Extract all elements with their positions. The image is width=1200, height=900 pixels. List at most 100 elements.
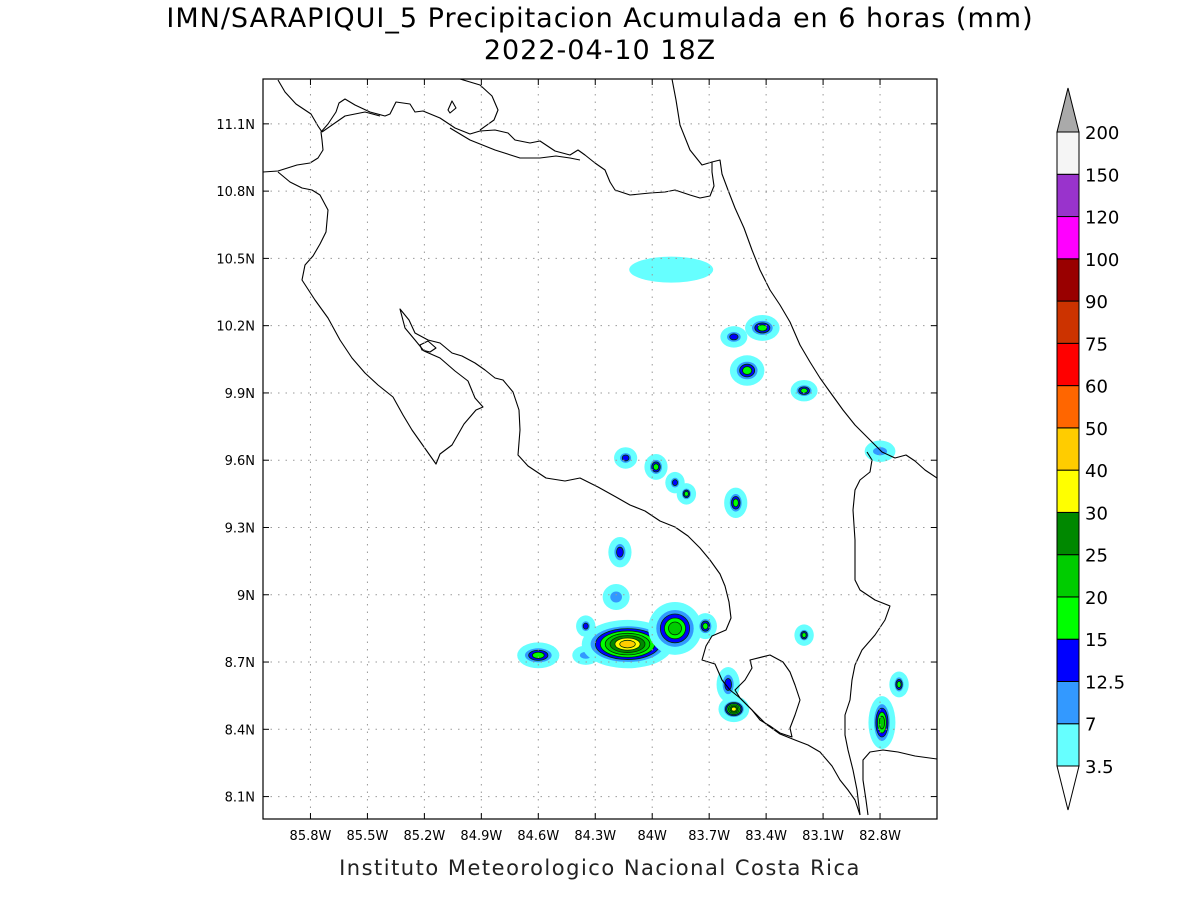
- lat-tick-label: 8.1N: [225, 791, 255, 806]
- colorbar-segment: [1056, 596, 1080, 640]
- colorbar-label: 7: [1085, 715, 1096, 736]
- lon-tick-label: 83.4W: [745, 829, 787, 844]
- colorbar-segment: [1056, 131, 1080, 175]
- precip-contour: [582, 622, 589, 630]
- colorbar-segment: [1056, 680, 1080, 725]
- precip-cell: [693, 613, 717, 640]
- precip-contour: [724, 678, 732, 691]
- lon-tick-label: 82.8W: [859, 829, 901, 844]
- caribbean-inlet: [671, 79, 713, 166]
- nicoya-coastline: [263, 98, 729, 199]
- precip-contour: [621, 454, 630, 462]
- precip-contour: [610, 591, 622, 603]
- map-axes: 85.8W 85.5W 85.2W 84.9W 84.6W 84.3W 84W 83.7W 83…: [216, 79, 937, 844]
- colorbar-label: 40: [1085, 461, 1108, 482]
- colorbar-label: 50: [1085, 419, 1108, 440]
- precip-cell: [794, 624, 814, 646]
- colorbar-segment: [1056, 173, 1080, 218]
- colorbar-segment: [1056, 216, 1080, 260]
- colorbar-label: 60: [1085, 377, 1108, 398]
- lon-tick-label: 83.7W: [688, 829, 730, 844]
- colorbar-segment: [1056, 258, 1080, 302]
- colorbar-segment: [1056, 511, 1080, 556]
- precip-contour: [668, 621, 682, 636]
- precip-cell: [644, 453, 668, 480]
- colorbar-top-arrow: [1056, 87, 1080, 133]
- lon-tick-label: 83.1W: [802, 829, 844, 844]
- map-frame: [262, 78, 938, 820]
- precip-cell: [581, 619, 674, 669]
- colorbar-segment: [1056, 385, 1080, 429]
- colorbar-segment: [1056, 342, 1080, 387]
- lat-tick-label: 8.7N: [225, 656, 255, 671]
- precip-contour: [731, 706, 737, 712]
- lat-tick-label: 10.5N: [216, 252, 255, 267]
- precip-contour: [801, 632, 807, 638]
- precip-contour: [619, 639, 636, 649]
- colorbar-segment: [1056, 554, 1080, 598]
- panama-border: [844, 451, 937, 816]
- lat-tick-label: 10.2N: [216, 320, 255, 335]
- precip-contour: [878, 715, 886, 730]
- precip-contour: [732, 498, 739, 508]
- lon-tick-label: 84.6W: [517, 829, 559, 844]
- precip-cell: [629, 256, 714, 283]
- precip-contour: [672, 479, 678, 487]
- colorbar-segment: [1056, 469, 1080, 513]
- colorbar-bottom-arrow: [1056, 765, 1080, 811]
- colorbar-label: 30: [1085, 503, 1108, 524]
- colorbar-label: 12.5: [1085, 672, 1125, 693]
- lat-tick-label: 9.3N: [225, 521, 255, 536]
- colorbar-label: 20: [1085, 588, 1108, 609]
- nicoya-coast-west: [277, 79, 861, 816]
- lat-tick-label: 8.4N: [225, 723, 255, 738]
- precip-cell: [602, 584, 630, 610]
- gulf-island: [419, 340, 437, 353]
- precip-cell: [868, 696, 896, 749]
- lon-tick-label: 85.8W: [290, 829, 332, 844]
- caribbean-coast: [727, 189, 937, 479]
- precip-contour: [800, 387, 808, 394]
- colorbar-label: 120: [1085, 208, 1119, 229]
- precip-cell: [676, 483, 697, 505]
- colorbar-segment: [1056, 427, 1080, 471]
- precip-cell: [724, 487, 748, 519]
- precip-cell: [729, 355, 765, 386]
- lon-tick-label: 85.2W: [403, 829, 445, 844]
- lake-fragment: [447, 100, 457, 114]
- precip-contour: [757, 324, 768, 332]
- precipitation-field: [517, 256, 909, 749]
- lon-tick-label: 84W: [638, 829, 668, 844]
- lat-tick-label: 9N: [237, 589, 255, 604]
- precip-contour: [629, 256, 714, 283]
- colorbar-label: 15: [1085, 630, 1108, 651]
- colorbar-label: 100: [1085, 250, 1119, 271]
- lat-tick-label: 9.6N: [225, 454, 255, 469]
- lat-tick-label: 10.8N: [216, 185, 255, 200]
- precip-contour: [531, 651, 545, 659]
- precip-cell: [718, 696, 750, 723]
- precip-contour: [702, 622, 709, 630]
- osa-peninsula: [734, 654, 801, 738]
- gulf-nicoya-north: [459, 79, 499, 131]
- precip-cell: [745, 314, 780, 341]
- lon-tick-label: 85.5W: [347, 829, 389, 844]
- colorbar-label: 90: [1085, 292, 1108, 313]
- precip-cell: [648, 601, 702, 655]
- precip-cell: [614, 447, 638, 469]
- colorbar-segment: [1056, 638, 1080, 682]
- precip-contour: [683, 491, 689, 497]
- precip-cell: [864, 440, 896, 462]
- precip-contour: [896, 680, 902, 688]
- precip-contour: [742, 366, 753, 375]
- nicaragua-border: [321, 111, 581, 161]
- lon-tick-label: 84.9W: [460, 829, 502, 844]
- colorbar-segment: [1056, 723, 1080, 767]
- precip-cell: [889, 671, 909, 698]
- precip-contour: [652, 463, 660, 471]
- coastline-borders: [263, 79, 937, 816]
- lon-tick-label: 84.3W: [574, 829, 616, 844]
- precip-cell: [790, 379, 818, 402]
- colorbar-label: 25: [1085, 546, 1108, 567]
